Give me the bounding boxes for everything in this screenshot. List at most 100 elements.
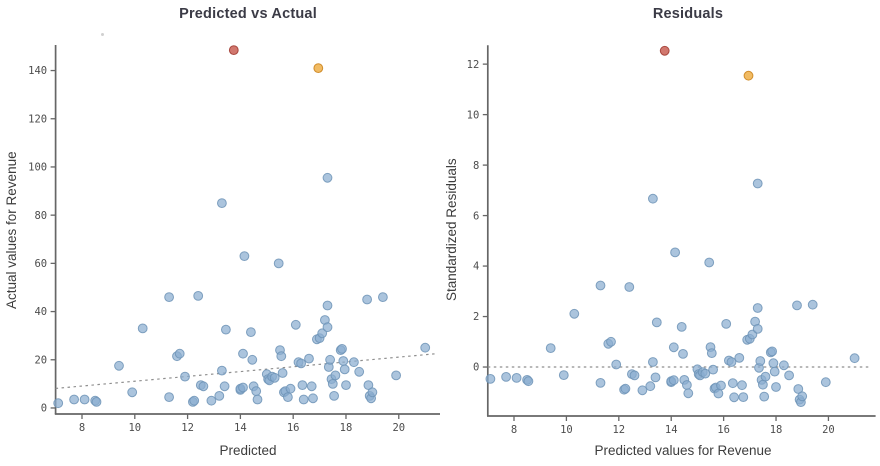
data-point — [273, 258, 284, 269]
x-axis-label: Predicted values for Revenue — [594, 443, 772, 458]
data-point — [269, 372, 280, 383]
data-point — [501, 372, 511, 382]
outlier-orange-point — [313, 63, 324, 73]
x-tick-label: 14 — [234, 422, 247, 434]
data-point — [595, 378, 606, 388]
data-point — [700, 368, 711, 379]
data-point — [726, 357, 737, 367]
data-point — [670, 247, 681, 258]
data-point — [752, 324, 763, 334]
data-point — [219, 381, 230, 392]
data-point — [713, 388, 724, 399]
data-point — [650, 372, 661, 383]
data-point — [297, 380, 308, 391]
y-tick-label: 60 — [34, 258, 47, 270]
data-point — [676, 322, 687, 332]
data-point — [221, 324, 231, 335]
data-point — [771, 382, 781, 392]
data-point — [193, 291, 204, 301]
data-point — [127, 387, 138, 398]
data-point — [755, 356, 766, 366]
data-point — [322, 300, 333, 311]
data-point — [769, 366, 780, 377]
y-tick-label: 100 — [28, 162, 47, 174]
data-point — [180, 371, 190, 382]
data-point — [737, 380, 747, 391]
data-point — [511, 373, 522, 383]
y-tick-label: 8 — [473, 160, 479, 172]
data-point — [752, 178, 763, 189]
data-point — [114, 360, 124, 371]
data-point — [276, 351, 287, 362]
data-point — [337, 344, 347, 354]
x-tick-label: 12 — [612, 424, 625, 436]
data-point — [807, 299, 818, 310]
data-point — [362, 294, 373, 305]
data-point — [354, 366, 365, 377]
data-point — [174, 348, 185, 359]
chart-predicted-vs-actual: Predicted vs Actual Actual values for Re… — [4, 6, 440, 458]
data-point — [322, 322, 333, 333]
x-tick-label: 16 — [287, 422, 300, 434]
x-tick-label: 16 — [717, 424, 730, 436]
y-tick-label: 12 — [467, 59, 480, 71]
data-point — [784, 370, 795, 381]
x-tick-label: 20 — [822, 424, 835, 436]
y-tick-label: 140 — [28, 65, 47, 77]
speck-artifact — [101, 33, 104, 36]
data-point — [214, 391, 225, 401]
data-point — [247, 354, 258, 365]
data-point — [341, 380, 351, 391]
data-point — [338, 356, 349, 366]
y-tick-label: 40 — [34, 306, 47, 318]
data-point — [758, 379, 768, 390]
data-point — [624, 282, 635, 292]
outlier-orange-point — [743, 70, 754, 81]
data-point — [729, 392, 740, 403]
data-point — [217, 198, 227, 209]
data-point — [217, 365, 227, 376]
data-point — [648, 357, 658, 367]
data-point — [308, 393, 318, 404]
data-point — [327, 379, 338, 389]
data-point — [391, 370, 402, 381]
data-point — [206, 395, 217, 406]
data-point — [678, 349, 688, 359]
data-point — [683, 388, 694, 399]
data-point — [306, 381, 317, 392]
y-tick-label: 10 — [467, 109, 480, 121]
chart-title: Residuals — [652, 6, 724, 22]
x-tick-label: 14 — [665, 424, 678, 436]
data-point — [329, 391, 340, 401]
data-point — [820, 377, 831, 388]
data-point — [668, 342, 679, 353]
data-point — [252, 394, 263, 405]
y-tick-label: 6 — [473, 210, 479, 222]
data-point — [704, 257, 715, 268]
data-point — [378, 292, 388, 303]
data-point — [164, 392, 175, 403]
data-point — [69, 394, 79, 405]
x-tick-label: 18 — [340, 422, 353, 434]
data-point — [339, 364, 350, 375]
data-point — [760, 371, 771, 382]
data-point — [734, 353, 745, 363]
data-point — [53, 398, 64, 409]
scatter-plot-right: 0 2 4 6 8 10 12 8 10 12 14 16 18 20 — [467, 45, 876, 436]
data-point — [708, 364, 719, 375]
chart-title: Predicted vs Actual — [179, 6, 317, 22]
y-tick-label: 20 — [34, 354, 47, 366]
data-point — [651, 317, 662, 328]
x-tick-label: 20 — [392, 422, 405, 434]
data-point — [792, 300, 802, 311]
data-point — [545, 343, 556, 354]
y-tick-label: 0 — [41, 403, 47, 415]
data-point — [91, 397, 102, 407]
data-point — [349, 357, 359, 368]
outlier-red-point — [659, 45, 670, 56]
data-point — [246, 327, 256, 338]
data-point — [238, 348, 248, 359]
y-tick-label: 0 — [473, 362, 479, 374]
data-point — [330, 370, 341, 381]
